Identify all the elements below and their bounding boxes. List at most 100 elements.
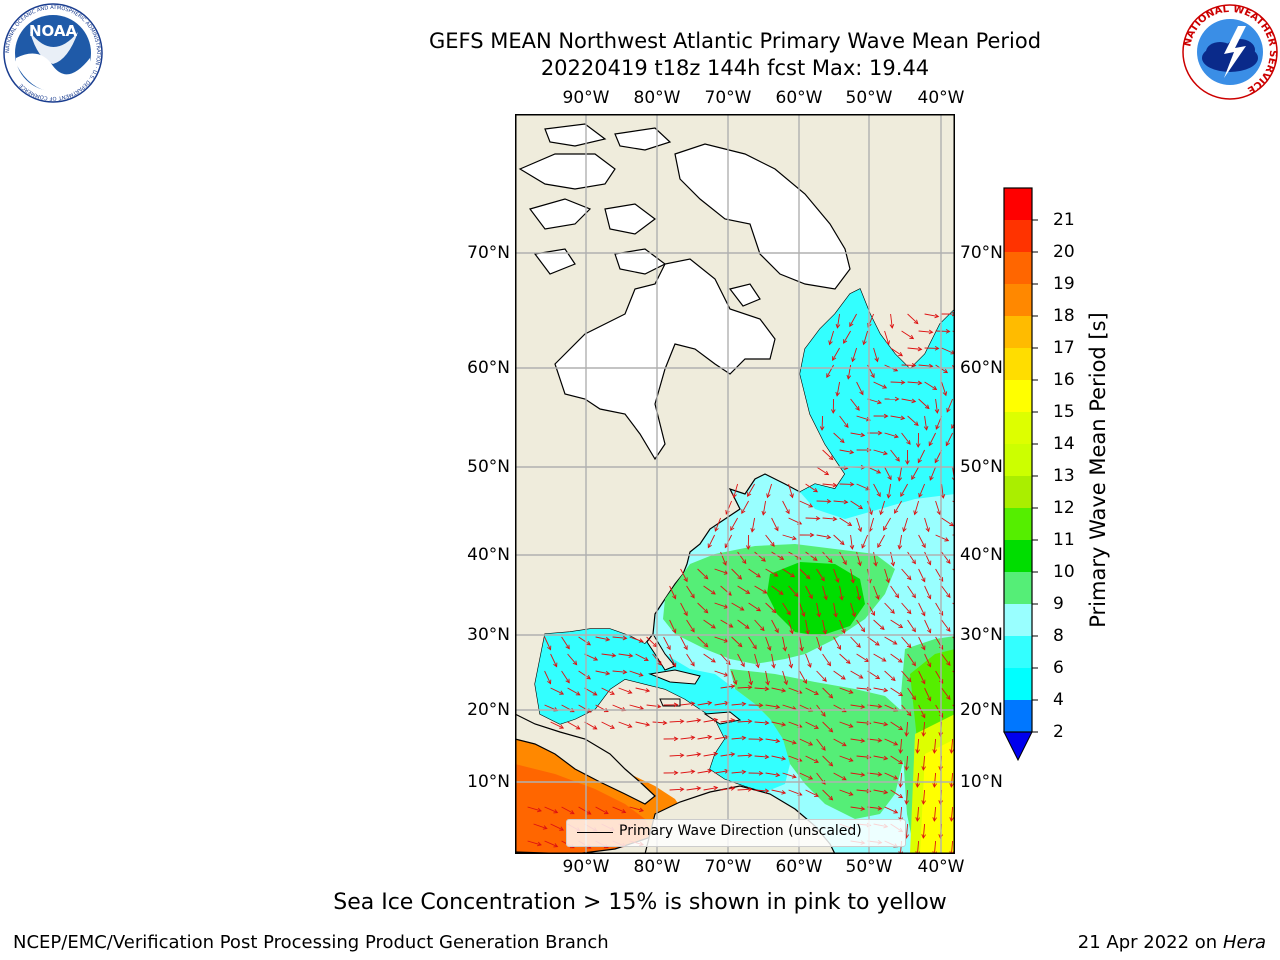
wave-arrow-head: [644, 656, 649, 661]
wave-arrow-head: [906, 575, 912, 581]
wave-arrow: [873, 347, 878, 362]
wave-arrow-head: [898, 783, 903, 788]
wave-arrow-head: [906, 711, 912, 717]
wave-arrow-head: [934, 408, 940, 414]
wave-arrow-head: [943, 368, 949, 374]
wave-arrow: [839, 585, 843, 600]
wave-arrow-head: [696, 786, 702, 791]
wave-arrow-head: [730, 786, 736, 791]
wave-arrow-head: [924, 404, 930, 410]
lat-label-right: 60°N: [960, 358, 1003, 378]
wave-arrow-head: [605, 636, 611, 642]
wave-arrow-head: [758, 702, 764, 708]
wave-arrow-head: [836, 645, 841, 651]
wave-arrow: [788, 483, 793, 498]
wave-arrow-head: [879, 510, 884, 516]
wave-arrow-head: [764, 720, 770, 726]
wave-arrow-head: [944, 537, 950, 542]
wave-arrow-head: [848, 723, 854, 728]
wave-arrow: [918, 670, 926, 684]
wave-arrow: [890, 721, 903, 730]
wave-arrow-head: [814, 758, 819, 763]
wave-arrow-head: [713, 785, 719, 791]
wave-arrow-head: [752, 644, 757, 650]
wave-arrow-head: [932, 749, 937, 754]
wave-arrow: [601, 687, 615, 695]
wave-arrow-head: [858, 674, 864, 679]
wave-arrow-head: [845, 659, 851, 665]
wave-arrow: [833, 500, 848, 503]
wave-arrow-head: [881, 657, 887, 662]
wave-arrow: [737, 653, 745, 667]
wave-arrow: [731, 670, 737, 685]
wave-arrow: [731, 771, 746, 774]
lat-label-left: 30°N: [467, 625, 510, 645]
wave-arrow-head: [790, 572, 796, 578]
wave-arrow: [669, 619, 676, 633]
wave-arrow: [635, 653, 649, 661]
wave-arrow-head: [932, 783, 937, 788]
wave-arrow-head: [857, 527, 863, 533]
wave-arrow: [867, 704, 882, 708]
wave-arrow: [929, 466, 937, 481]
wave-arrow-head: [911, 363, 917, 368]
wave-arrow: [850, 772, 865, 776]
wave-arrow: [928, 432, 936, 446]
wave-arrow-head: [885, 340, 890, 346]
wave-arrow-head: [789, 493, 794, 499]
map-frame: [515, 114, 955, 854]
wave-arrow: [903, 517, 909, 532]
wave-arrow-head: [893, 707, 899, 712]
wave-arrow: [714, 517, 722, 532]
wave-arrow-head: [927, 594, 932, 600]
wave-arrow: [867, 466, 881, 474]
wave-arrow: [898, 534, 903, 549]
wave-arrow-head: [949, 749, 954, 754]
wave-arrow: [754, 619, 765, 631]
wave-arrow: [629, 806, 644, 812]
wave-arrow: [890, 449, 900, 462]
wave-arrow: [527, 806, 542, 812]
wave-arrow-head: [860, 738, 866, 743]
wave-arrow: [850, 432, 865, 436]
wave-arrow-head: [801, 612, 806, 618]
wave-arrow-head: [875, 595, 880, 600]
wave-arrow-head: [860, 704, 866, 709]
wave-arrow: [697, 770, 712, 774]
wave-arrow-head: [764, 686, 770, 692]
wave-arrow-head: [835, 391, 840, 397]
wave-arrow-head: [747, 753, 753, 758]
wave-arrow-head: [824, 470, 830, 476]
wave-arrow-head: [946, 695, 951, 700]
wave-arrow: [767, 483, 773, 498]
wave-arrow-head: [679, 753, 685, 758]
wave-arrow-head: [848, 757, 854, 762]
wave-arrow: [765, 772, 780, 776]
wave-arrow-head: [808, 775, 814, 780]
wave-arrow-head: [883, 687, 889, 693]
wave-arrow-head: [935, 424, 940, 430]
wave-arrow: [707, 534, 715, 548]
wave-arrow: [782, 738, 797, 744]
wave-arrow: [911, 466, 919, 480]
colorbar-tick-label: 8: [1053, 626, 1064, 646]
wave-arrow: [544, 670, 551, 684]
wave-arrow-head: [745, 589, 751, 594]
wave-arrow-head: [883, 721, 889, 727]
wave-arrow: [669, 585, 676, 599]
wave-arrow-head: [553, 843, 559, 848]
wave-arrow-head: [565, 678, 570, 684]
wave-arrow-head: [553, 662, 558, 668]
noaa-logo-text: NOAA: [29, 22, 78, 40]
wave-arrow: [714, 770, 729, 774]
wave-arrow-head: [809, 532, 815, 538]
legend-line-swatch: [577, 832, 613, 833]
wave-arrow-head: [847, 521, 853, 526]
wave-arrow: [782, 602, 791, 616]
wave-arrow: [550, 653, 558, 667]
wave-arrow-head: [927, 628, 932, 634]
wave-arrow: [935, 398, 938, 413]
wave-arrow-head: [703, 574, 709, 580]
wave-arrow: [731, 703, 746, 706]
wave-arrow-head: [906, 643, 912, 649]
